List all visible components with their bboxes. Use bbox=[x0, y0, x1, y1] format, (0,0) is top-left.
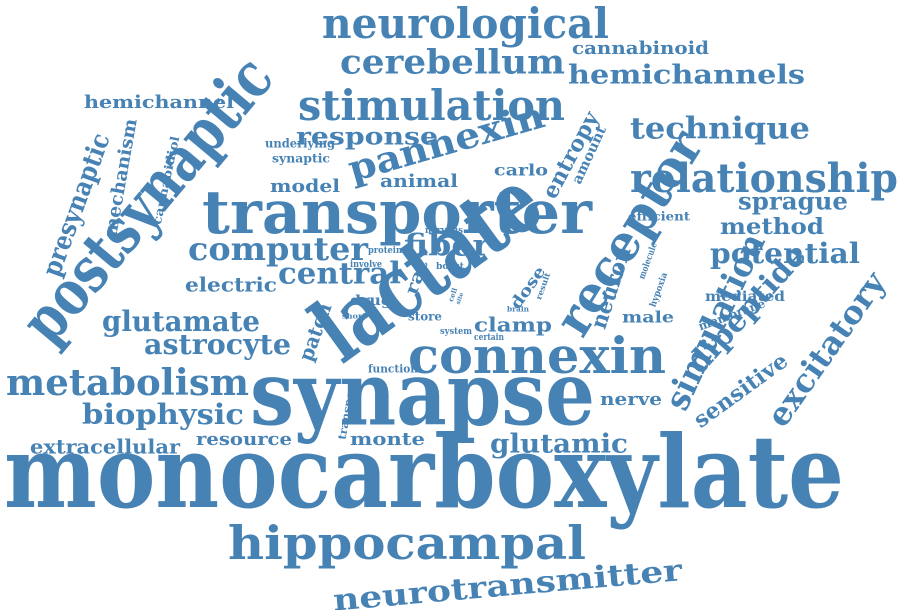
word-technique: technique bbox=[630, 111, 810, 147]
word-clamp: clamp bbox=[474, 312, 552, 337]
word-system: system bbox=[440, 326, 472, 337]
word-biophysic: biophysic bbox=[82, 398, 244, 432]
word-store: store bbox=[408, 309, 442, 324]
word-transporter: transporter bbox=[202, 178, 592, 249]
word-model: model bbox=[270, 175, 340, 197]
word-hippocampal: hippocampal bbox=[228, 516, 586, 571]
word-hemichannel: hemichannel bbox=[84, 91, 234, 113]
word-carlo: carlo bbox=[494, 160, 548, 180]
word-method: method bbox=[720, 213, 824, 240]
word-nervous: nervous bbox=[425, 225, 463, 236]
word-hemichannels: hemichannels bbox=[568, 60, 805, 91]
word-efficient: efficient bbox=[628, 209, 690, 224]
word-electric: electric bbox=[185, 272, 277, 297]
word-drug: drug bbox=[350, 293, 392, 310]
word-monte: monte bbox=[350, 428, 425, 450]
word-brain: brain bbox=[507, 304, 529, 314]
word-synaptic: synaptic bbox=[272, 151, 330, 166]
word-astrocyte: astrocyte bbox=[144, 328, 291, 362]
word-involve: involve bbox=[350, 259, 382, 270]
word-monocarboxylate: monocarboxylate bbox=[4, 413, 844, 531]
word-function: function bbox=[368, 362, 418, 376]
word-glutamate: glutamate bbox=[102, 305, 260, 339]
word-protein: protein bbox=[368, 245, 402, 256]
word-sprague: sprague bbox=[738, 186, 848, 216]
word-certain: certain bbox=[474, 332, 504, 343]
word-response: response bbox=[296, 121, 438, 151]
word-short: short bbox=[342, 311, 366, 321]
word-mediated: mediated bbox=[705, 289, 785, 306]
word-synapse: synapse bbox=[250, 341, 595, 446]
word-nerve: nerve bbox=[600, 388, 662, 410]
word-neurological: neurological bbox=[322, 0, 609, 49]
word-cerebellum: cerebellum bbox=[340, 42, 565, 83]
word-fiber: fiber bbox=[404, 228, 490, 264]
word-hypoxia: hypoxia bbox=[648, 271, 671, 309]
word-central: central bbox=[278, 256, 401, 292]
word-stimulation: stimulation bbox=[298, 81, 565, 131]
word-relationship: relationship bbox=[630, 154, 898, 202]
word-boost: boost bbox=[436, 261, 464, 272]
word-potential: potential bbox=[710, 237, 860, 271]
word-animal: animal bbox=[380, 170, 458, 192]
word-connexin: connexin bbox=[408, 326, 666, 385]
word-resource: resource bbox=[196, 428, 292, 450]
word-extracellular: extracellular bbox=[30, 434, 180, 459]
word-cannabinoid: cannabinoid bbox=[572, 37, 709, 59]
word-underlying: underlying bbox=[265, 136, 335, 151]
word-glutamic: glutamic bbox=[490, 429, 628, 460]
word-computer: computer bbox=[188, 230, 368, 269]
word-male: male bbox=[622, 307, 674, 327]
word-metabolism: metabolism bbox=[6, 361, 249, 404]
